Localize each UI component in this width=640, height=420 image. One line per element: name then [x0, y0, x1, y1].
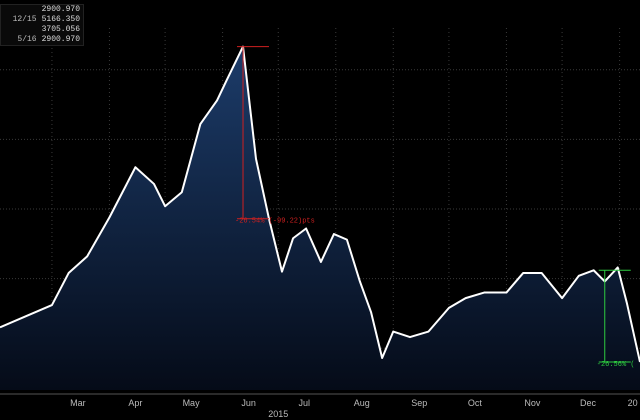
- x-tick-label: Jun: [241, 398, 256, 408]
- legend-box: 2900.970 12/15 5166.350 3705.056 5/16 29…: [0, 4, 84, 46]
- x-tick-label: Nov: [524, 398, 541, 408]
- x-tick-label: Aug: [354, 398, 370, 408]
- annotation-label: -26.54% (-99.22)pts: [235, 218, 315, 226]
- legend-value: 5166.350: [41, 15, 80, 24]
- legend-row-high: 12/15 5166.350: [1, 15, 83, 25]
- legend-value: 2900.970: [41, 35, 80, 44]
- x-tick-label: Sep: [411, 398, 427, 408]
- x-tick-label: Jul: [298, 398, 310, 408]
- x-year-label: 2015: [268, 409, 288, 419]
- x-tick-label: Oct: [468, 398, 483, 408]
- legend-label: 5/16: [17, 35, 37, 44]
- legend-value: 3705.056: [41, 25, 80, 34]
- annotation-label: -26.56% (: [597, 361, 635, 369]
- legend-row-current: 2900.970: [1, 5, 83, 15]
- x-tick-label: May: [183, 398, 201, 408]
- x-tick-label: Dec: [580, 398, 597, 408]
- x-tick-label: Mar: [70, 398, 86, 408]
- legend-value: 2900.970: [41, 5, 80, 14]
- legend-label: 12/15: [12, 15, 37, 24]
- series-area: [0, 46, 640, 391]
- series-line: [0, 45, 640, 363]
- legend-row-average: 3705.056: [1, 25, 83, 35]
- x-tick-label: 20: [628, 398, 638, 408]
- legend-row-low: 5/16 2900.970: [1, 35, 83, 45]
- x-tick-label: Apr: [128, 398, 142, 408]
